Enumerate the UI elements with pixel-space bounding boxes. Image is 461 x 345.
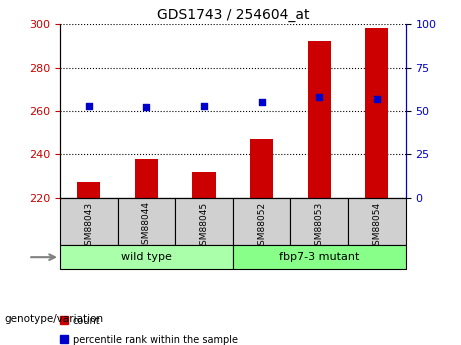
Text: genotype/variation: genotype/variation <box>5 314 104 324</box>
Bar <box>60 198 118 245</box>
Bar <box>250 139 273 198</box>
Point <box>258 99 266 105</box>
Bar <box>175 198 233 245</box>
Bar <box>233 245 406 269</box>
Text: GSM88052: GSM88052 <box>257 201 266 250</box>
Bar <box>290 198 348 245</box>
Text: GSM88044: GSM88044 <box>142 201 151 250</box>
Text: GSM88045: GSM88045 <box>200 201 208 250</box>
Title: GDS1743 / 254604_at: GDS1743 / 254604_at <box>157 8 309 22</box>
Text: GSM88054: GSM88054 <box>372 201 381 250</box>
Bar <box>60 245 233 269</box>
Point <box>373 96 381 101</box>
Bar <box>348 198 406 245</box>
Text: fbp7-3 mutant: fbp7-3 mutant <box>279 252 360 262</box>
Point <box>200 103 207 108</box>
Bar <box>193 171 216 198</box>
Bar <box>77 183 100 198</box>
Text: count: count <box>73 316 100 326</box>
Bar <box>118 198 175 245</box>
Bar <box>135 159 158 198</box>
Point <box>85 103 92 108</box>
Bar <box>308 41 331 198</box>
Bar <box>233 198 290 245</box>
Point <box>315 94 323 100</box>
Point <box>142 105 150 110</box>
Bar <box>365 29 388 198</box>
Text: GSM88053: GSM88053 <box>315 201 324 250</box>
Text: GSM88043: GSM88043 <box>84 201 93 250</box>
Text: percentile rank within the sample: percentile rank within the sample <box>73 335 238 345</box>
Text: wild type: wild type <box>121 252 172 262</box>
